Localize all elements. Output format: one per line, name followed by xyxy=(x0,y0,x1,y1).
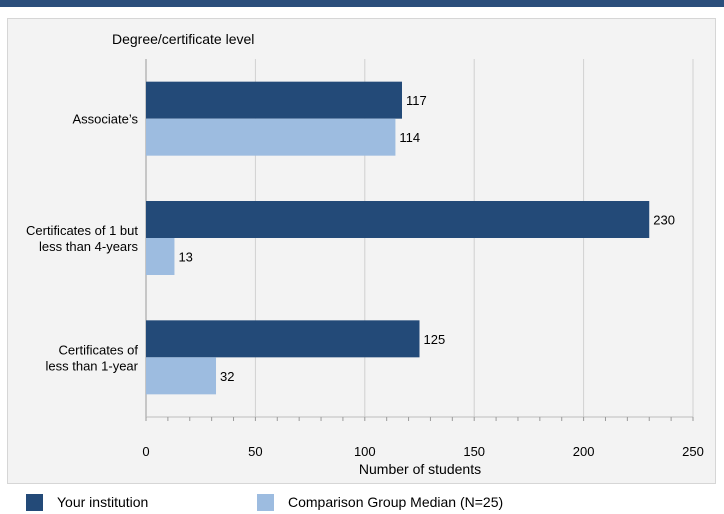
chart-title: Degree/certificate level xyxy=(112,31,254,47)
bar-1-1 xyxy=(146,238,175,275)
legend-swatch-your-institution xyxy=(26,493,43,511)
bar-0-1 xyxy=(146,118,396,156)
legend-item-your-institution: Your institution xyxy=(26,493,148,511)
x-tick-label-250: 250 xyxy=(682,444,704,459)
bars xyxy=(146,81,650,395)
x-tick-label-100: 100 xyxy=(354,444,376,459)
category-label-1-0: Certificates of 1 but xyxy=(26,223,138,238)
bar-1-0 xyxy=(146,201,650,238)
data-label-2-0: 125 xyxy=(424,332,446,347)
data-label-1-1: 13 xyxy=(178,250,192,265)
legend-label-your-institution: Your institution xyxy=(57,494,149,510)
bar-chart: Degree/certificate level 117 114 230 13 125 3… xyxy=(26,31,704,477)
category-label-0-0: Associate’s xyxy=(72,112,138,127)
legend-swatch-comparison xyxy=(257,493,274,511)
bar-2-1 xyxy=(146,357,217,395)
bar-0-0 xyxy=(146,81,402,119)
bar-2-0 xyxy=(146,320,420,358)
category-label-2-1: less than 1-year xyxy=(46,358,139,373)
data-label-2-1: 32 xyxy=(220,369,234,384)
data-label-0-1: 114 xyxy=(399,130,420,145)
legend-label-comparison: Comparison Group Median (N=25) xyxy=(288,494,504,510)
x-tick-label-200: 200 xyxy=(573,444,595,459)
x-tick-label-50: 50 xyxy=(248,444,262,459)
minor-ticks xyxy=(145,417,694,421)
header-rule xyxy=(0,0,724,7)
x-tick-labels: 0 50 100 150 200 250 xyxy=(142,444,703,459)
x-axis-label: Number of students xyxy=(359,461,481,477)
data-label-0-0: 117 xyxy=(406,93,427,108)
legend: Your institution Comparison Group Median… xyxy=(0,489,724,514)
category-label-1-1: less than 4-years xyxy=(39,239,138,254)
data-labels: 117 114 230 13 125 32 xyxy=(178,93,674,384)
data-label-1-0: 230 xyxy=(653,213,675,228)
x-tick-label-150: 150 xyxy=(463,444,485,459)
category-label-2-0: Certificates of xyxy=(59,342,139,357)
legend-item-comparison: Comparison Group Median (N=25) xyxy=(257,493,503,511)
x-tick-label-0: 0 xyxy=(142,444,149,459)
